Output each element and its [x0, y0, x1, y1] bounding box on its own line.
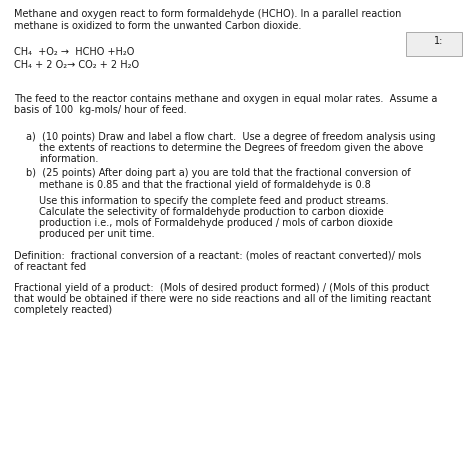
Text: Use this information to specify the complete feed and product streams.: Use this information to specify the comp…: [39, 196, 389, 205]
Text: CH₄  +O₂ →  HCHO +H₂O: CH₄ +O₂ → HCHO +H₂O: [14, 47, 135, 57]
Text: the extents of reactions to determine the Degrees of freedom given the above: the extents of reactions to determine th…: [39, 143, 423, 153]
Text: production i.e., mols of Formaldehyde produced / mols of carbon dioxide: production i.e., mols of Formaldehyde pr…: [39, 218, 393, 228]
Text: b)  (25 points) After doing part a) you are told that the fractional conversion : b) (25 points) After doing part a) you a…: [26, 168, 410, 178]
Text: a)  (10 points) Draw and label a flow chart.  Use a degree of freedom analysis u: a) (10 points) Draw and label a flow cha…: [26, 132, 436, 142]
Text: methane is oxidized to form the unwanted Carbon dioxide.: methane is oxidized to form the unwanted…: [14, 21, 301, 30]
Text: Methane and oxygen react to form formaldehyde (HCHO). In a parallel reaction: Methane and oxygen react to form formald…: [14, 9, 401, 19]
Text: methane is 0.85 and that the fractional yield of formaldehyde is 0.8: methane is 0.85 and that the fractional …: [39, 180, 371, 190]
FancyBboxPatch shape: [406, 32, 462, 56]
Text: The feed to the reactor contains methane and oxygen in equal molar rates.  Assum: The feed to the reactor contains methane…: [14, 94, 438, 103]
Text: completely reacted): completely reacted): [14, 305, 112, 315]
Text: Fractional yield of a product:  (Mols of desired product formed) / (Mols of this: Fractional yield of a product: (Mols of …: [14, 283, 429, 292]
Text: basis of 100  kg-mols/ hour of feed.: basis of 100 kg-mols/ hour of feed.: [14, 105, 187, 115]
Text: Calculate the selectivity of formaldehyde production to carbon dioxide: Calculate the selectivity of formaldehyd…: [39, 207, 383, 217]
Text: 1:: 1:: [434, 36, 443, 46]
Text: CH₄ + 2 O₂→ CO₂ + 2 H₂O: CH₄ + 2 O₂→ CO₂ + 2 H₂O: [14, 60, 139, 70]
Text: Definition:  fractional conversion of a reactant: (moles of reactant converted)/: Definition: fractional conversion of a r…: [14, 251, 421, 261]
Text: that would be obtained if there were no side reactions and all of the limiting r: that would be obtained if there were no …: [14, 294, 431, 304]
Text: of reactant fed: of reactant fed: [14, 262, 86, 272]
Text: produced per unit time.: produced per unit time.: [39, 229, 155, 239]
Text: information.: information.: [39, 154, 98, 164]
